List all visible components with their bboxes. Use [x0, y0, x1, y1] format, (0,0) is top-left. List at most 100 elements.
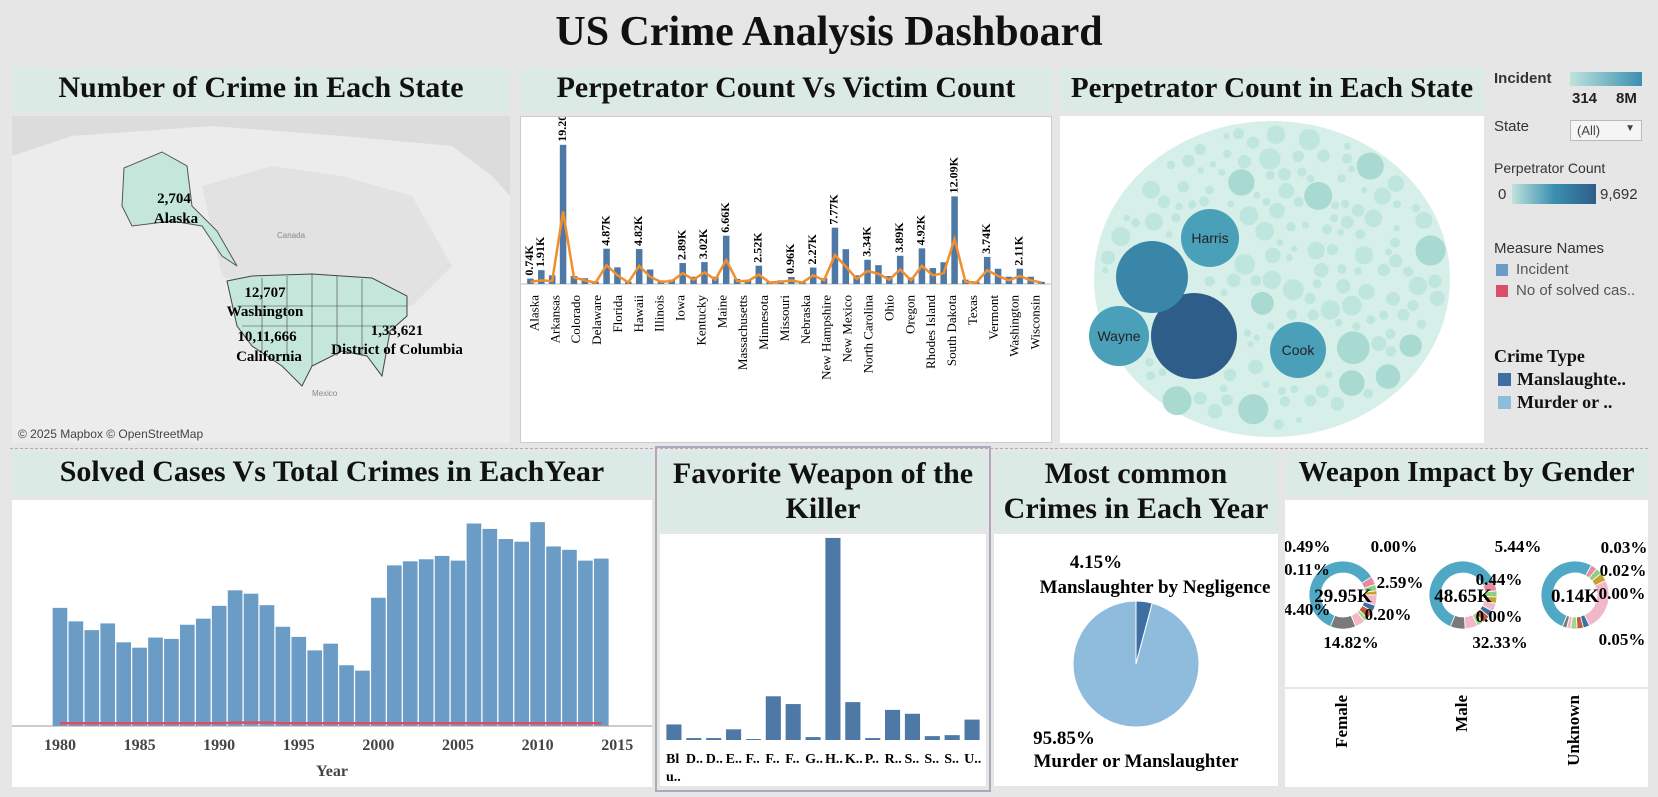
bar [530, 522, 545, 726]
bubble [1354, 246, 1374, 265]
bubble [1366, 314, 1376, 325]
bubble [1293, 197, 1304, 208]
bubble [1336, 331, 1370, 365]
weapon-chart[interactable]: Bl u.. D.. D.. E.. F.. F.. F.. G.. H.. K.. P.. R.. S.… [660, 534, 986, 786]
bubble [1393, 200, 1401, 209]
bar [211, 605, 227, 726]
bubble [1142, 180, 1160, 199]
bubble [1144, 212, 1163, 231]
bubble-chart[interactable]: Harris Wayne Cook [1060, 116, 1484, 443]
divider [10, 448, 1648, 449]
bubble [1313, 262, 1329, 278]
legend-measure-incident: Incident [1516, 261, 1569, 278]
bubble [1244, 329, 1252, 337]
bar [291, 636, 307, 726]
tick-label: K.. [845, 752, 863, 767]
bubble [1250, 275, 1262, 286]
bubble [1312, 279, 1322, 288]
solved-chart[interactable]: 1980 1985 1990 1995 2000 2005 2010 2015 Year [12, 500, 652, 787]
bubble [1226, 273, 1241, 288]
map-value-california: 10,11,666 [237, 329, 297, 345]
map-name-dc: District of Columbia [331, 342, 463, 358]
victim-line [530, 211, 1042, 285]
data-label: 0.74K [522, 245, 536, 276]
common-title-line1: Most common [1044, 457, 1228, 490]
state-filter-value: (All) [1577, 123, 1601, 138]
bubble [1197, 167, 1205, 174]
tick-label: 2000 [362, 737, 394, 754]
bubble [1278, 167, 1291, 181]
bubble [1146, 371, 1156, 381]
bubble [1182, 154, 1195, 167]
bubble [1407, 299, 1419, 312]
bubble [1228, 169, 1255, 196]
bubble [1307, 241, 1325, 260]
pie-top-label: Manslaughter by Negligence [1040, 577, 1271, 598]
tick-label: U.. [964, 752, 981, 767]
legend-incident-min: 314 [1572, 90, 1598, 107]
data-label: 2.11K [1012, 235, 1026, 265]
pct-label: 0.00% [1371, 537, 1418, 556]
bar [726, 729, 742, 740]
bar [164, 638, 179, 726]
tick-label: S.. [905, 752, 920, 767]
common-chart[interactable]: 4.15% Manslaughter by Negligence 95.85% … [994, 534, 1278, 786]
tick-label: 2005 [442, 737, 474, 754]
donut-center-label: 29.95K [1314, 586, 1372, 607]
pct-label: 0.44% [1476, 570, 1523, 589]
bubble [1102, 266, 1109, 274]
solved-title: Solved Cases Vs Total Crimes in EachYear [12, 452, 652, 496]
bubble [1265, 170, 1275, 180]
weapon-title-line2: Killer [785, 492, 861, 525]
bubble [1301, 221, 1309, 229]
crime-map[interactable]: Canada Mexico 2,704 Alaska 12,707 Washin… [12, 116, 510, 443]
bar [825, 537, 841, 740]
bubble [1131, 218, 1141, 228]
bubble [1255, 221, 1274, 241]
legend-incident-ramp [1570, 72, 1642, 86]
solved-svg: 1980 1985 1990 1995 2000 2005 2010 2015 Year [12, 522, 652, 780]
pct-label: 0.49% [1285, 537, 1330, 556]
bubble [1223, 133, 1230, 140]
pct-label: 32.33% [1472, 633, 1527, 652]
bubble-large [1116, 241, 1188, 313]
bubble [1246, 136, 1260, 149]
perp-victim-chart[interactable]: 0.74K 1.91K 19.20K 4.87K 4.82K 2.89K 3.02K 6.66… [520, 105, 1052, 443]
category-label: Male [1452, 695, 1471, 732]
tick-label: Massachusetts [735, 295, 750, 370]
data-label: 6.66K [718, 202, 732, 233]
legend-crime-type-label: Crime Type [1494, 346, 1585, 366]
bubble [1273, 419, 1284, 430]
bubble [1306, 174, 1315, 183]
bubble [1171, 213, 1181, 223]
bar [307, 650, 323, 726]
bubble [1276, 238, 1284, 246]
map-value-dc: 1,33,621 [371, 323, 424, 339]
pct-label: 0.00% [1476, 607, 1523, 626]
bubble [1227, 200, 1235, 208]
bar [765, 696, 781, 740]
bubble [1221, 394, 1233, 407]
tick-label: F.. [765, 752, 779, 767]
bubble [1343, 142, 1351, 150]
bubble [1330, 396, 1345, 411]
bubble [1336, 279, 1351, 294]
map-label-canada: Canada [277, 231, 306, 240]
gender-chart[interactable]: 29.95K 48.65K 0.14K 0.49% 0.00% 0.11% 2.59% 4.4… [1284, 500, 1648, 787]
bubble [1373, 187, 1391, 205]
bar [498, 539, 514, 726]
bubble [1234, 254, 1256, 275]
bubble [1348, 165, 1356, 173]
tick-label: Maine [714, 295, 729, 328]
bubble [1341, 295, 1362, 316]
donut-segment [1329, 614, 1357, 630]
bar [706, 738, 722, 740]
state-filter-dropdown[interactable]: (All) ▼ [1570, 120, 1642, 141]
map-attribution[interactable]: © 2025 Mapbox © OpenStreetMap [18, 427, 203, 441]
bubble-label: Wayne [1097, 328, 1140, 344]
bar [805, 737, 821, 740]
tick-label: Illinois [652, 295, 667, 332]
bubble [1266, 322, 1275, 331]
bubble [1199, 196, 1209, 207]
bubble [1351, 204, 1365, 217]
